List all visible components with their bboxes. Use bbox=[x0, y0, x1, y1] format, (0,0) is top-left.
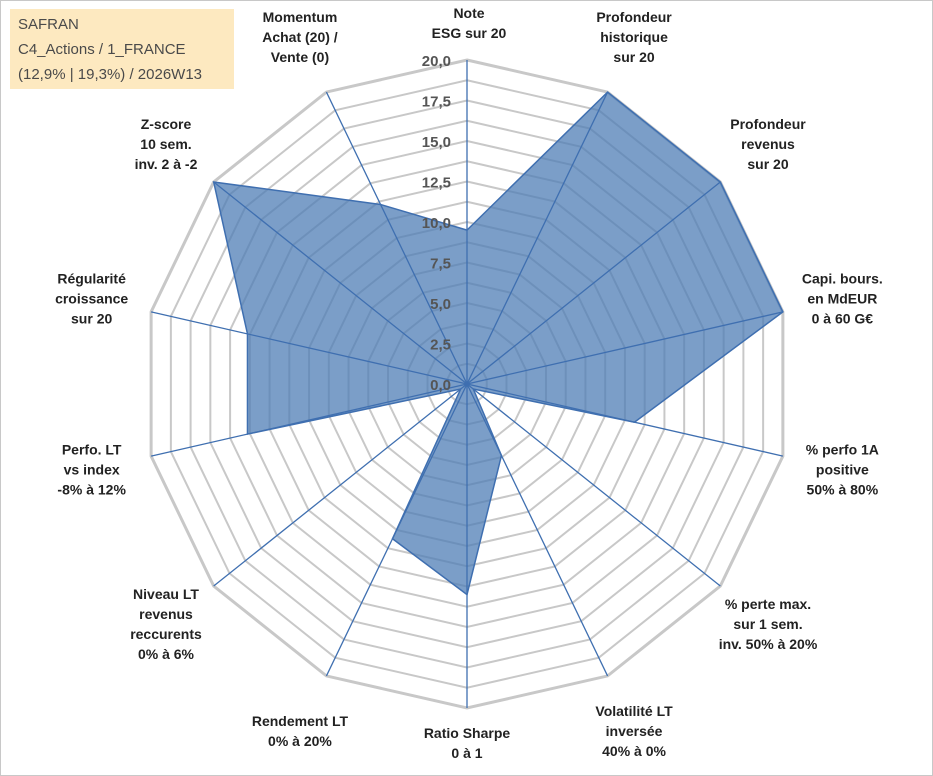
axis-label: Ratio Sharpe bbox=[424, 725, 511, 741]
axis-label: sur 20 bbox=[71, 310, 112, 326]
axis-label: croissance bbox=[55, 290, 128, 306]
axis-spoke bbox=[466, 383, 609, 677]
axis-label: positive bbox=[816, 462, 869, 478]
axis-label: Capi. bours. bbox=[802, 270, 883, 286]
axis-spoke bbox=[466, 91, 609, 385]
axis-label: vs index bbox=[64, 462, 120, 478]
axis-label: 50% à 80% bbox=[807, 482, 879, 498]
axis-label: Volatilité LT bbox=[595, 703, 673, 719]
axis-label: 0 à 60 G€ bbox=[812, 310, 874, 326]
axis-spoke bbox=[150, 311, 468, 385]
axis-label: historique bbox=[600, 29, 668, 45]
company-name: SAFRAN bbox=[18, 16, 79, 33]
axis-label: Note bbox=[453, 5, 484, 21]
radial-tick-label: 2,5 bbox=[430, 337, 451, 354]
radial-tick-label: 10,0 bbox=[422, 215, 451, 232]
axis-label: % perfo 1A bbox=[806, 442, 879, 458]
radial-tick-label: 12,5 bbox=[422, 175, 451, 192]
axis-label: 40% à 0% bbox=[602, 743, 666, 759]
axis-label: revenus bbox=[741, 136, 795, 152]
axis-label: 0% à 20% bbox=[268, 733, 332, 749]
axis-label: Rendement LT bbox=[252, 713, 349, 729]
axis-label: % perte max. bbox=[725, 596, 811, 612]
axis-label: 10 sem. bbox=[140, 136, 191, 152]
radial-tick-label: 0,0 bbox=[430, 377, 451, 394]
axis-label: reccurents bbox=[130, 626, 202, 642]
axis-label: 0% à 6% bbox=[138, 646, 195, 662]
axis-label: Profondeur bbox=[730, 116, 806, 132]
axis-spoke bbox=[466, 311, 784, 385]
axis-label: inv. 50% à 20% bbox=[719, 636, 818, 652]
axis-spoke bbox=[466, 181, 721, 385]
radial-tick-label: 7,5 bbox=[430, 256, 451, 273]
radial-tick-label: 15,0 bbox=[422, 134, 451, 151]
axis-label: Perfo. LT bbox=[62, 442, 122, 458]
axis-label: Profondeur bbox=[596, 9, 672, 25]
radial-tick-label: 5,0 bbox=[430, 296, 451, 313]
axis-label: Achat (20) / bbox=[262, 29, 338, 45]
axis-label: sur 20 bbox=[613, 49, 654, 65]
axis-label: revenus bbox=[139, 606, 193, 622]
axis-spoke bbox=[325, 91, 468, 385]
axis-label: Vente (0) bbox=[271, 49, 329, 65]
portfolio-label: C4_Actions / 1_FRANCE bbox=[18, 41, 186, 58]
radial-tick-label: 17,5 bbox=[422, 94, 451, 111]
axis-label: 0 à 1 bbox=[451, 745, 482, 761]
axis-label: Momentum bbox=[263, 9, 338, 25]
axis-label: Niveau LT bbox=[133, 586, 199, 602]
axis-spoke bbox=[325, 383, 468, 677]
performance-week-label: (12,9% | 19,3%) / 2026W13 bbox=[18, 66, 202, 83]
info-box: SAFRAN C4_Actions / 1_FRANCE (12,9% | 19… bbox=[10, 9, 234, 89]
axis-label: inversée bbox=[606, 723, 663, 739]
axis-label: Régularité bbox=[57, 270, 126, 286]
axis-spoke bbox=[150, 383, 468, 457]
axis-label: sur 1 sem. bbox=[733, 616, 802, 632]
axis-spoke bbox=[466, 383, 784, 457]
axis-label: sur 20 bbox=[747, 156, 788, 172]
radial-tick-label: 20,0 bbox=[422, 53, 451, 70]
axis-spoke bbox=[213, 383, 468, 587]
axis-label: Z-score bbox=[141, 116, 192, 132]
axis-label: inv. 2 à -2 bbox=[135, 156, 198, 172]
axis-label: -8% à 12% bbox=[57, 482, 126, 498]
axis-spoke bbox=[213, 181, 468, 385]
axis-label: ESG sur 20 bbox=[432, 25, 507, 41]
axis-label: en MdEUR bbox=[807, 290, 877, 306]
axis-spoke bbox=[466, 383, 721, 587]
